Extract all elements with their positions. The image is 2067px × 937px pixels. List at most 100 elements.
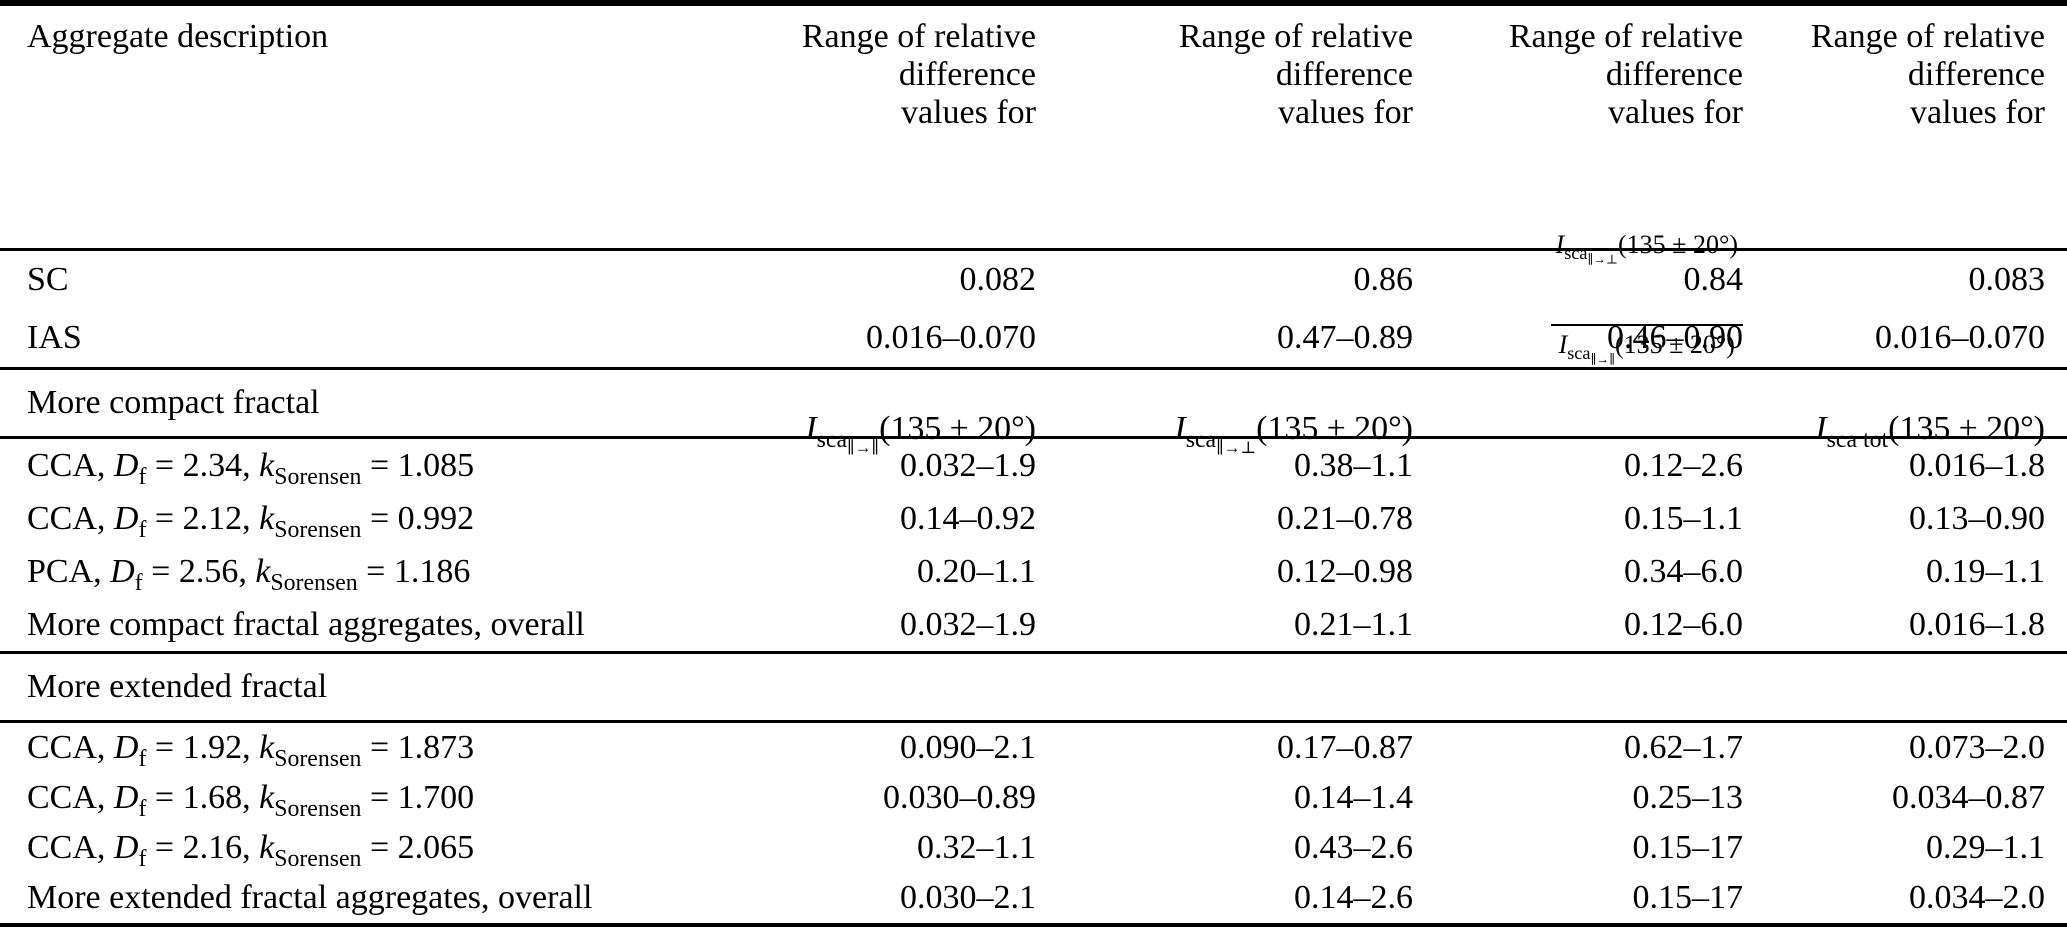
math-arguments: (135 ± 20°): [1618, 230, 1738, 259]
value-cell: 0.43–2.6: [1294, 829, 1413, 866]
separator: ,: [96, 829, 114, 866]
equals-sign: =: [146, 500, 183, 537]
value-cell: 0.082: [959, 261, 1037, 298]
equals-sign: =: [146, 447, 183, 484]
separator: ,: [93, 553, 111, 590]
header-divider-rule: [0, 248, 2067, 251]
header-text: values for: [1607, 94, 1743, 131]
header-text: Range of relative: [1810, 18, 2045, 55]
value-cell: 0.47–0.89: [1277, 319, 1413, 356]
math-symbol: I: [1174, 410, 1186, 447]
df-subscript: f: [138, 795, 147, 822]
aggregate-type: CCA: [27, 729, 97, 766]
math-symbol: I: [1558, 330, 1568, 359]
value-cell: 0.15–17: [1632, 879, 1744, 916]
equals-sign: =: [146, 729, 183, 766]
value-cell: 0.12–6.0: [1624, 606, 1743, 643]
row-label: CCA, Df = 2.34, kSorensen = 1.085: [27, 439, 640, 492]
value-cell: 0.12–0.98: [1277, 553, 1413, 590]
df-subscript: f: [134, 569, 143, 596]
math-arguments: (135 ± 20°): [1614, 330, 1735, 359]
table-row-cca-216: CCA, Df = 2.16, kSorensen = 2.065 0.32–1…: [0, 823, 2067, 873]
value-cell: 0.29–1.1: [1926, 829, 2045, 866]
value-cell: 0.034–0.87: [1892, 779, 2045, 816]
k-subscript: Sorensen: [270, 569, 358, 596]
value-cell: 0.14–2.6: [1294, 879, 1413, 916]
header-text: values for: [1909, 94, 2045, 131]
math-arguments: (135 ± 20°): [1256, 410, 1413, 447]
header-text: Range of relative: [1178, 18, 1413, 55]
separator: ,: [242, 500, 260, 537]
value-cell: 0.21–1.1: [1294, 606, 1413, 643]
separator: ,: [96, 447, 114, 484]
table-row-cca-234: CCA, Df = 2.34, kSorensen = 1.085 0.032–…: [0, 439, 2067, 492]
aggregate-type: CCA: [27, 829, 97, 866]
math-subsubscript: ∥→∥: [1590, 352, 1615, 367]
column-header-isca-tot: Range of relative difference values for …: [1743, 6, 2045, 462]
k-subscript: Sorensen: [274, 845, 362, 872]
k-subscript: Sorensen: [274, 516, 362, 543]
header-text: difference: [1605, 56, 1743, 93]
section-divider-rule: [0, 720, 2067, 723]
k-symbol: k: [259, 829, 275, 866]
k-subscript: Sorensen: [274, 795, 362, 822]
equals-sign: =: [142, 553, 179, 590]
equals-sign: =: [146, 829, 183, 866]
separator: ,: [96, 500, 114, 537]
value-cell: 0.090–2.1: [900, 729, 1036, 766]
separator: ,: [96, 729, 114, 766]
isca-par-par-formula: Isca∥→∥(135 ± 20°): [640, 410, 1036, 462]
value-cell: 0.21–0.78: [1277, 500, 1413, 537]
value-cell: 0.25–13: [1632, 779, 1744, 816]
column-header-isca-par-par: Range of relative difference values for …: [640, 6, 1036, 462]
value-cell: 0.15–1.1: [1624, 500, 1743, 537]
section-divider-rule: [0, 367, 2067, 370]
value-cell: 0.032–1.9: [900, 447, 1036, 484]
equals-sign: =: [361, 447, 398, 484]
value-cell: 0.016–1.8: [1909, 606, 2045, 643]
separator: ,: [242, 829, 260, 866]
separator: ,: [242, 447, 260, 484]
table-row-extended-overall: More extended fractal aggregates, overal…: [0, 873, 2067, 923]
value-cell: 0.62–1.7: [1624, 729, 1743, 766]
header-text: values for: [1277, 94, 1413, 131]
value-cell: 0.38–1.1: [1294, 447, 1413, 484]
df-value: 1.68: [182, 779, 243, 816]
value-cell: 0.13–0.90: [1909, 500, 2045, 537]
header-text: Range of relative: [1508, 18, 1743, 55]
df-symbol: D: [110, 553, 135, 590]
math-symbol: I: [805, 410, 817, 447]
ks-value: 1.186: [393, 553, 471, 590]
value-cell: 0.030–2.1: [900, 879, 1036, 916]
header-text: difference: [898, 56, 1036, 93]
df-symbol: D: [113, 500, 139, 537]
row-label: IAS: [27, 319, 82, 356]
math-subsubscript: ∥→∥: [847, 437, 880, 457]
math-subscript: sca tot: [1826, 426, 1889, 453]
fraction: Isca∥→⊥(135 ± 20°) Isca∥→∥(135 ± 20°): [1550, 170, 1743, 420]
section-divider-rule: [0, 436, 2067, 439]
row-label: CCA, Df = 2.16, kSorensen = 2.065: [27, 823, 640, 873]
k-symbol: k: [259, 729, 275, 766]
df-value: 2.34: [182, 447, 243, 484]
k-subscript: Sorensen: [274, 745, 362, 772]
section-divider-rule: [0, 651, 2067, 654]
df-value: 1.92: [182, 729, 243, 766]
table-row-sc: SC 0.082 0.86 0.84 0.083: [0, 251, 2067, 309]
k-subscript: Sorensen: [274, 463, 362, 490]
equals-sign: =: [357, 553, 394, 590]
fraction-numerator: Isca∥→⊥(135 ± 20°): [1551, 230, 1743, 266]
value-cell: 0.32–1.1: [917, 829, 1036, 866]
value-cell: 0.032–1.9: [900, 606, 1036, 643]
column-header-isca-par-perp: Range of relative difference values for …: [1036, 6, 1413, 462]
fraction-denominator: Isca∥→∥(135 ± 20°): [1550, 324, 1743, 366]
equals-sign: =: [361, 779, 398, 816]
value-cell: 0.20–1.1: [917, 553, 1036, 590]
value-cell: 0.19–1.1: [1926, 553, 2045, 590]
df-symbol: D: [113, 447, 139, 484]
k-symbol: k: [259, 447, 275, 484]
table-header-row: Aggregate description Range of relative …: [0, 6, 2067, 455]
table-row-cca-212: CCA, Df = 2.12, kSorensen = 0.992 0.14–0…: [0, 492, 2067, 545]
df-symbol: D: [113, 729, 139, 766]
column-header-aggregate-description: Aggregate description: [27, 6, 640, 462]
